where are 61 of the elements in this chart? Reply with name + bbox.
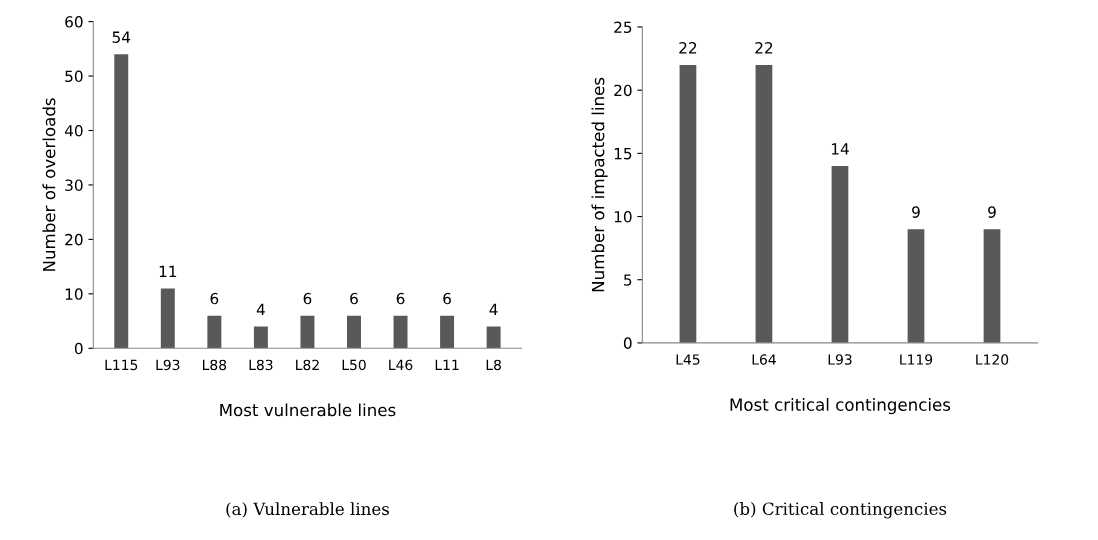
x-tick-label: L50 xyxy=(342,359,366,371)
y-tick-label: 0 xyxy=(74,342,83,355)
y-tick-label: 20 xyxy=(65,233,83,246)
data-label: 9 xyxy=(988,206,996,218)
bar xyxy=(114,54,129,349)
y-tick-label: 10 xyxy=(65,288,83,300)
bar xyxy=(347,315,361,349)
y-tick-label: 50 xyxy=(65,70,83,83)
data-label: 6 xyxy=(396,292,405,305)
bar xyxy=(300,315,315,349)
data-label: 54 xyxy=(112,31,131,43)
bar xyxy=(831,166,849,343)
x-tick-label: L82 xyxy=(296,359,319,371)
bar xyxy=(160,288,175,349)
x-tick-label: L88 xyxy=(203,359,227,371)
x-tick-label: L11 xyxy=(435,359,459,370)
data-label: 9 xyxy=(912,206,920,218)
bar xyxy=(253,326,268,349)
bar xyxy=(393,315,408,349)
y-tick-label: 5 xyxy=(624,274,632,286)
x-tick-label: L120 xyxy=(976,354,1009,365)
data-label: 4 xyxy=(256,303,265,316)
bar xyxy=(679,64,697,343)
x-tick-label: L83 xyxy=(249,359,273,371)
data-label: 6 xyxy=(443,292,451,305)
x-tick-label: L93 xyxy=(828,354,852,365)
x-tick-label: L119 xyxy=(900,354,933,365)
bar xyxy=(440,315,455,349)
y-axis-title: Number of impacted lines xyxy=(591,77,608,292)
y-tick-label: 15 xyxy=(614,148,632,160)
text: (b) Critical contingencies xyxy=(734,502,947,519)
x-tick-label: L93 xyxy=(156,359,180,371)
x-axis-title: Most vulnerable lines xyxy=(220,403,396,417)
bar xyxy=(207,315,222,349)
y-axis-title: Number of overloads xyxy=(42,98,56,271)
bar xyxy=(907,229,925,343)
x-tick-label: L8 xyxy=(486,359,501,371)
x-tick-label: L115 xyxy=(105,359,138,371)
bar xyxy=(486,326,501,349)
data-label: 11 xyxy=(159,265,177,277)
x-tick-label: L64 xyxy=(752,354,776,365)
x-axis-title: Most critical contingencies xyxy=(730,398,951,415)
y-tick-label: 25 xyxy=(614,21,632,34)
data-label: 6 xyxy=(303,292,312,305)
y-tick-label: 20 xyxy=(614,84,632,97)
data-label: 4 xyxy=(489,303,498,316)
y-tick-label: 10 xyxy=(614,211,632,223)
x-tick-label: L46 xyxy=(389,359,413,371)
y-tick-label: 40 xyxy=(64,124,83,137)
y-tick-label: 30 xyxy=(65,179,83,191)
data-label: 6 xyxy=(210,292,219,305)
data-label: 22 xyxy=(679,42,697,54)
bar xyxy=(755,64,773,343)
text: (a) Vulnerable lines xyxy=(226,502,389,518)
y-tick-label: 0 xyxy=(623,337,632,349)
data-label: 14 xyxy=(831,143,849,155)
bar xyxy=(983,229,1001,343)
y-tick-label: 60 xyxy=(65,16,83,28)
data-label: 22 xyxy=(755,42,773,54)
x-tick-label: L45 xyxy=(676,354,700,365)
data-label: 6 xyxy=(350,292,358,305)
